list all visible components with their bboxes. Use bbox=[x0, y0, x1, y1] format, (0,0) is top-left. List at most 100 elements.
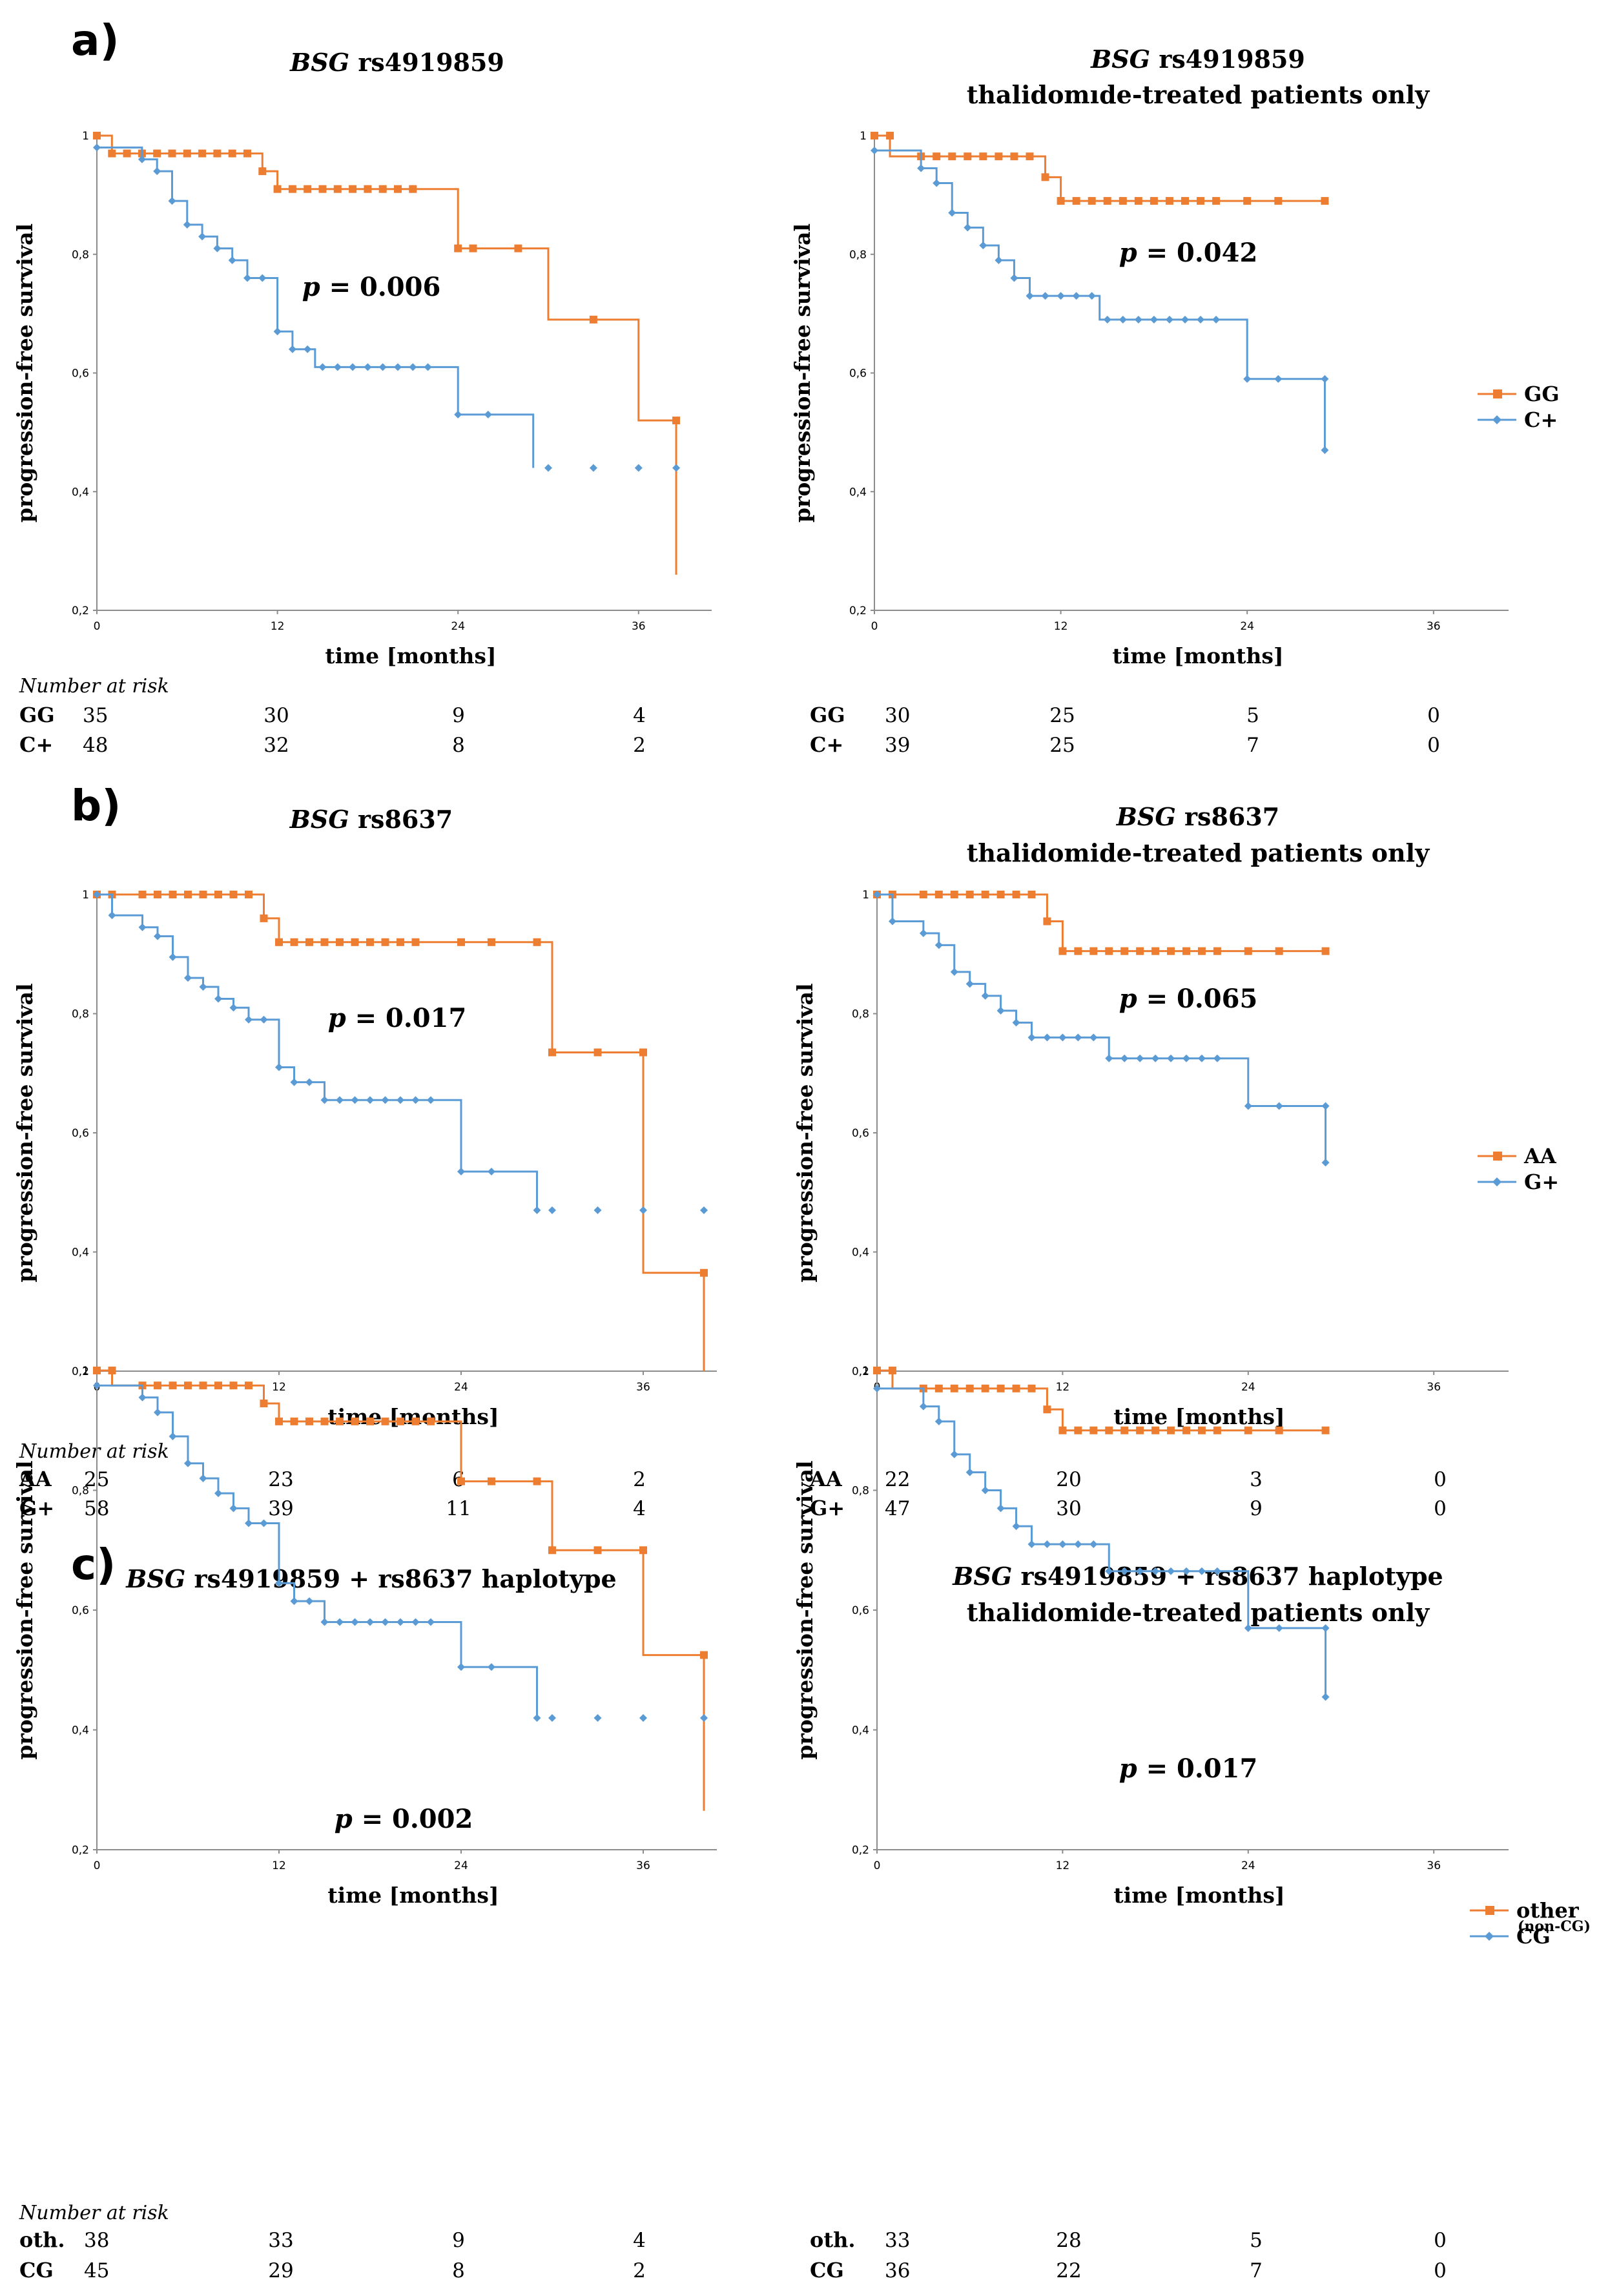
censor-marker bbox=[454, 410, 462, 419]
censor-marker bbox=[700, 1713, 708, 1722]
censor-marker bbox=[366, 1618, 374, 1626]
censor-marker bbox=[1089, 1033, 1098, 1042]
censor-marker bbox=[1321, 1624, 1330, 1632]
censor-marker bbox=[1197, 1567, 1206, 1575]
censor-marker bbox=[1213, 1426, 1221, 1434]
censor-marker bbox=[366, 938, 374, 946]
censor-marker bbox=[213, 149, 222, 158]
number-at-risk-table: AA 22 20 3 0G+ 47 30 9 0 bbox=[809, 1467, 1447, 1520]
survival-curve-line bbox=[877, 893, 1327, 1163]
number-at-risk-header: Number at risk bbox=[19, 2202, 169, 2224]
chart-subtitle: thalidomide-treated patients only bbox=[967, 1598, 1430, 1627]
censor-marker bbox=[996, 1006, 1005, 1015]
censor-marker bbox=[1012, 1019, 1020, 1027]
censor-marker bbox=[979, 152, 987, 161]
y-tick-label: 0,6 bbox=[72, 1127, 89, 1140]
censor-marker bbox=[593, 1713, 602, 1722]
y-tick-label: 0,2 bbox=[849, 605, 867, 617]
legend-label: CG bbox=[1516, 1924, 1551, 1949]
censor-marker bbox=[1321, 375, 1329, 383]
y-tick-label: 1 bbox=[82, 1365, 89, 1378]
censor-marker bbox=[169, 891, 177, 898]
censor-marker bbox=[275, 1579, 283, 1588]
censor-marker bbox=[700, 1651, 708, 1659]
y-tick-label: 1 bbox=[860, 130, 867, 143]
censor-marker bbox=[488, 1477, 495, 1485]
censor-marker bbox=[1213, 947, 1221, 955]
censor-marker bbox=[305, 1597, 313, 1606]
censor-marker bbox=[1088, 197, 1096, 205]
risk-count: 30 bbox=[885, 704, 910, 727]
censor-marker bbox=[1105, 1054, 1113, 1062]
censor-marker bbox=[169, 1432, 177, 1441]
censor-marker bbox=[1074, 1033, 1082, 1042]
censor-marker bbox=[1010, 274, 1018, 282]
censor-marker bbox=[245, 1519, 253, 1527]
censor-marker bbox=[672, 464, 681, 472]
censor-marker bbox=[108, 149, 116, 158]
risk-group-label: AA bbox=[19, 1467, 52, 1491]
y-tick-label: 1 bbox=[862, 889, 869, 902]
censor-marker bbox=[996, 1504, 1005, 1513]
censor-marker bbox=[1212, 315, 1221, 324]
y-tick-label: 0,4 bbox=[852, 1724, 869, 1737]
censor-marker bbox=[1134, 197, 1142, 205]
series-cg bbox=[873, 1384, 1330, 1701]
censor-marker bbox=[1212, 197, 1221, 205]
censor-marker bbox=[184, 1381, 192, 1390]
censor-marker bbox=[1058, 1033, 1067, 1042]
censor-marker bbox=[1119, 197, 1127, 205]
censor-marker bbox=[336, 938, 344, 946]
censor-marker bbox=[1043, 917, 1051, 926]
censor-marker bbox=[1027, 1384, 1036, 1392]
censor-marker bbox=[229, 891, 238, 898]
censor-marker bbox=[639, 1546, 647, 1555]
y-tick-label: 0,8 bbox=[852, 1008, 869, 1021]
censor-marker bbox=[1134, 315, 1142, 324]
y-tick-label: 0,4 bbox=[72, 486, 89, 499]
x-tick-label: 12 bbox=[272, 1381, 286, 1394]
censor-marker bbox=[1182, 1054, 1190, 1062]
risk-count: 0 bbox=[1434, 2259, 1447, 2282]
y-tick-label: 0,6 bbox=[72, 367, 89, 380]
x-tick-label: 24 bbox=[454, 1859, 468, 1872]
censor-marker bbox=[1074, 1540, 1082, 1548]
censor-marker bbox=[934, 891, 943, 898]
x-axis-label: time [months] bbox=[327, 1404, 499, 1429]
chart-title: BSG rs4919859 + rs8637 haplotype bbox=[125, 1564, 616, 1593]
censor-marker bbox=[320, 1096, 329, 1104]
legend: AAG+ bbox=[1478, 1144, 1559, 1194]
legend-sublabel: (non-CG) bbox=[1518, 1918, 1591, 1935]
censor-marker bbox=[1105, 1426, 1113, 1434]
p-value-annotation: p = 0.042 bbox=[1119, 238, 1258, 268]
censor-marker bbox=[1275, 1426, 1283, 1434]
censor-marker bbox=[457, 1477, 465, 1485]
censor-marker bbox=[1274, 375, 1283, 383]
censor-marker bbox=[1275, 1624, 1283, 1632]
km-chart-6: BSG rs4919859 + rs8637 haplotype thalidom… bbox=[792, 1365, 1509, 2282]
risk-count: 32 bbox=[263, 734, 289, 757]
censor-marker bbox=[1012, 1522, 1020, 1531]
series-cg bbox=[93, 1381, 708, 1722]
survival-curve-line bbox=[97, 146, 535, 468]
x-tick-label: 0 bbox=[874, 1859, 881, 1872]
censor-marker bbox=[318, 185, 327, 193]
censor-marker bbox=[245, 1015, 253, 1024]
censor-marker bbox=[1243, 197, 1252, 205]
censor-marker bbox=[397, 1096, 404, 1104]
censor-marker bbox=[964, 152, 972, 161]
risk-count: 36 bbox=[885, 2259, 910, 2282]
x-axis-label: time [months] bbox=[1112, 643, 1283, 668]
censor-marker bbox=[700, 1206, 708, 1214]
censor-marker bbox=[318, 363, 327, 371]
censor-marker bbox=[320, 1417, 329, 1425]
censor-marker bbox=[123, 149, 131, 158]
censor-marker bbox=[1197, 1426, 1206, 1434]
censor-marker bbox=[424, 363, 432, 371]
censor-marker bbox=[1321, 1426, 1330, 1434]
censor-marker bbox=[873, 1384, 881, 1392]
censor-marker bbox=[995, 256, 1003, 264]
censor-marker bbox=[1043, 1540, 1051, 1548]
censor-marker bbox=[351, 938, 359, 946]
